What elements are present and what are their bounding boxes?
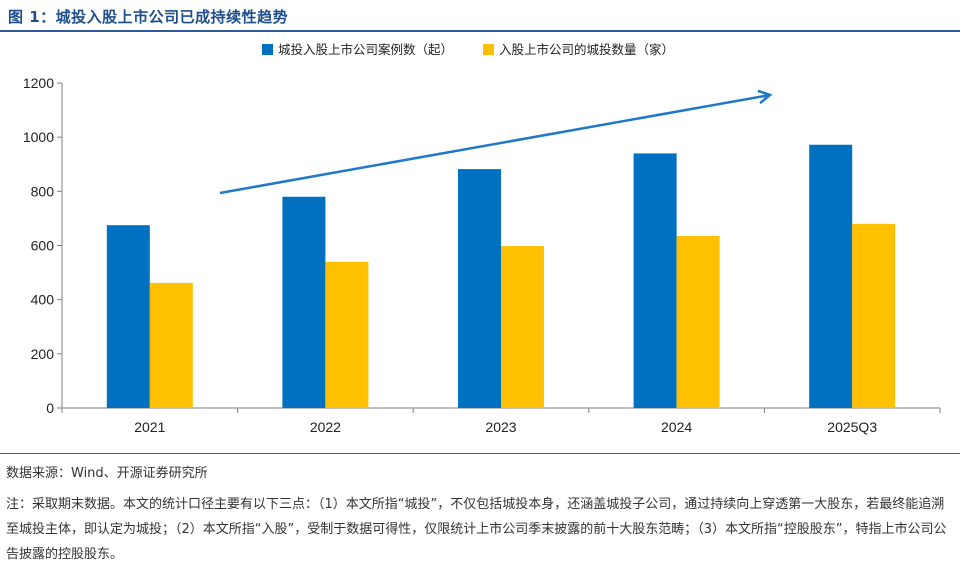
x-tick-label: 2023	[485, 419, 516, 435]
y-tick-label: 1200	[23, 75, 54, 91]
y-tick-label: 600	[31, 238, 55, 254]
footer-divider	[0, 453, 960, 454]
title-divider	[0, 30, 960, 32]
bar-chengtou-count-2023	[501, 246, 544, 408]
note-text: 注：采取期末数据。本文的统计口径主要有以下三点：（1）本文所指“城投”，不仅包括…	[6, 497, 947, 562]
y-tick-label: 0	[46, 400, 54, 416]
trend-arrow	[219, 95, 770, 195]
x-tick-label: 2022	[310, 419, 341, 435]
x-tick-label: 2021	[134, 419, 165, 435]
bar-chengtou-count-2024	[676, 236, 720, 408]
x-tick-label: 2024	[661, 419, 692, 435]
bar-chengtou-count-2025q3	[852, 223, 896, 408]
bar-chengtou-count-2021	[149, 282, 193, 408]
legend-label: 入股上市公司的城投数量（家）	[499, 42, 674, 57]
source-text: 数据来源：Wind、开源证券研究所	[6, 466, 208, 481]
bar-cases-2025q3	[809, 144, 853, 408]
bar-cases-2024	[633, 153, 677, 408]
bar-chengtou-count-2022	[325, 261, 369, 408]
figure-title: 图 1：城投入股上市公司已成持续性趋势	[8, 8, 289, 26]
y-tick-label: 1000	[23, 129, 54, 145]
x-tick-label: 2025Q3	[827, 419, 877, 435]
y-tick-label: 400	[31, 292, 55, 308]
y-tick-label: 200	[31, 346, 55, 362]
legend-label: 城投入股上市公司案例数（起）	[278, 42, 453, 57]
bar-cases-2021	[106, 225, 150, 408]
legend-swatch	[483, 44, 494, 55]
legend-swatch	[262, 44, 273, 55]
bar-chart: 0 200 400 600 800 1000 1200 2021 2022 2023 2024 202…	[23, 42, 941, 435]
y-tick-label: 800	[31, 183, 55, 199]
bar-cases-2023	[458, 169, 501, 408]
bar-cases-2022	[282, 196, 326, 408]
